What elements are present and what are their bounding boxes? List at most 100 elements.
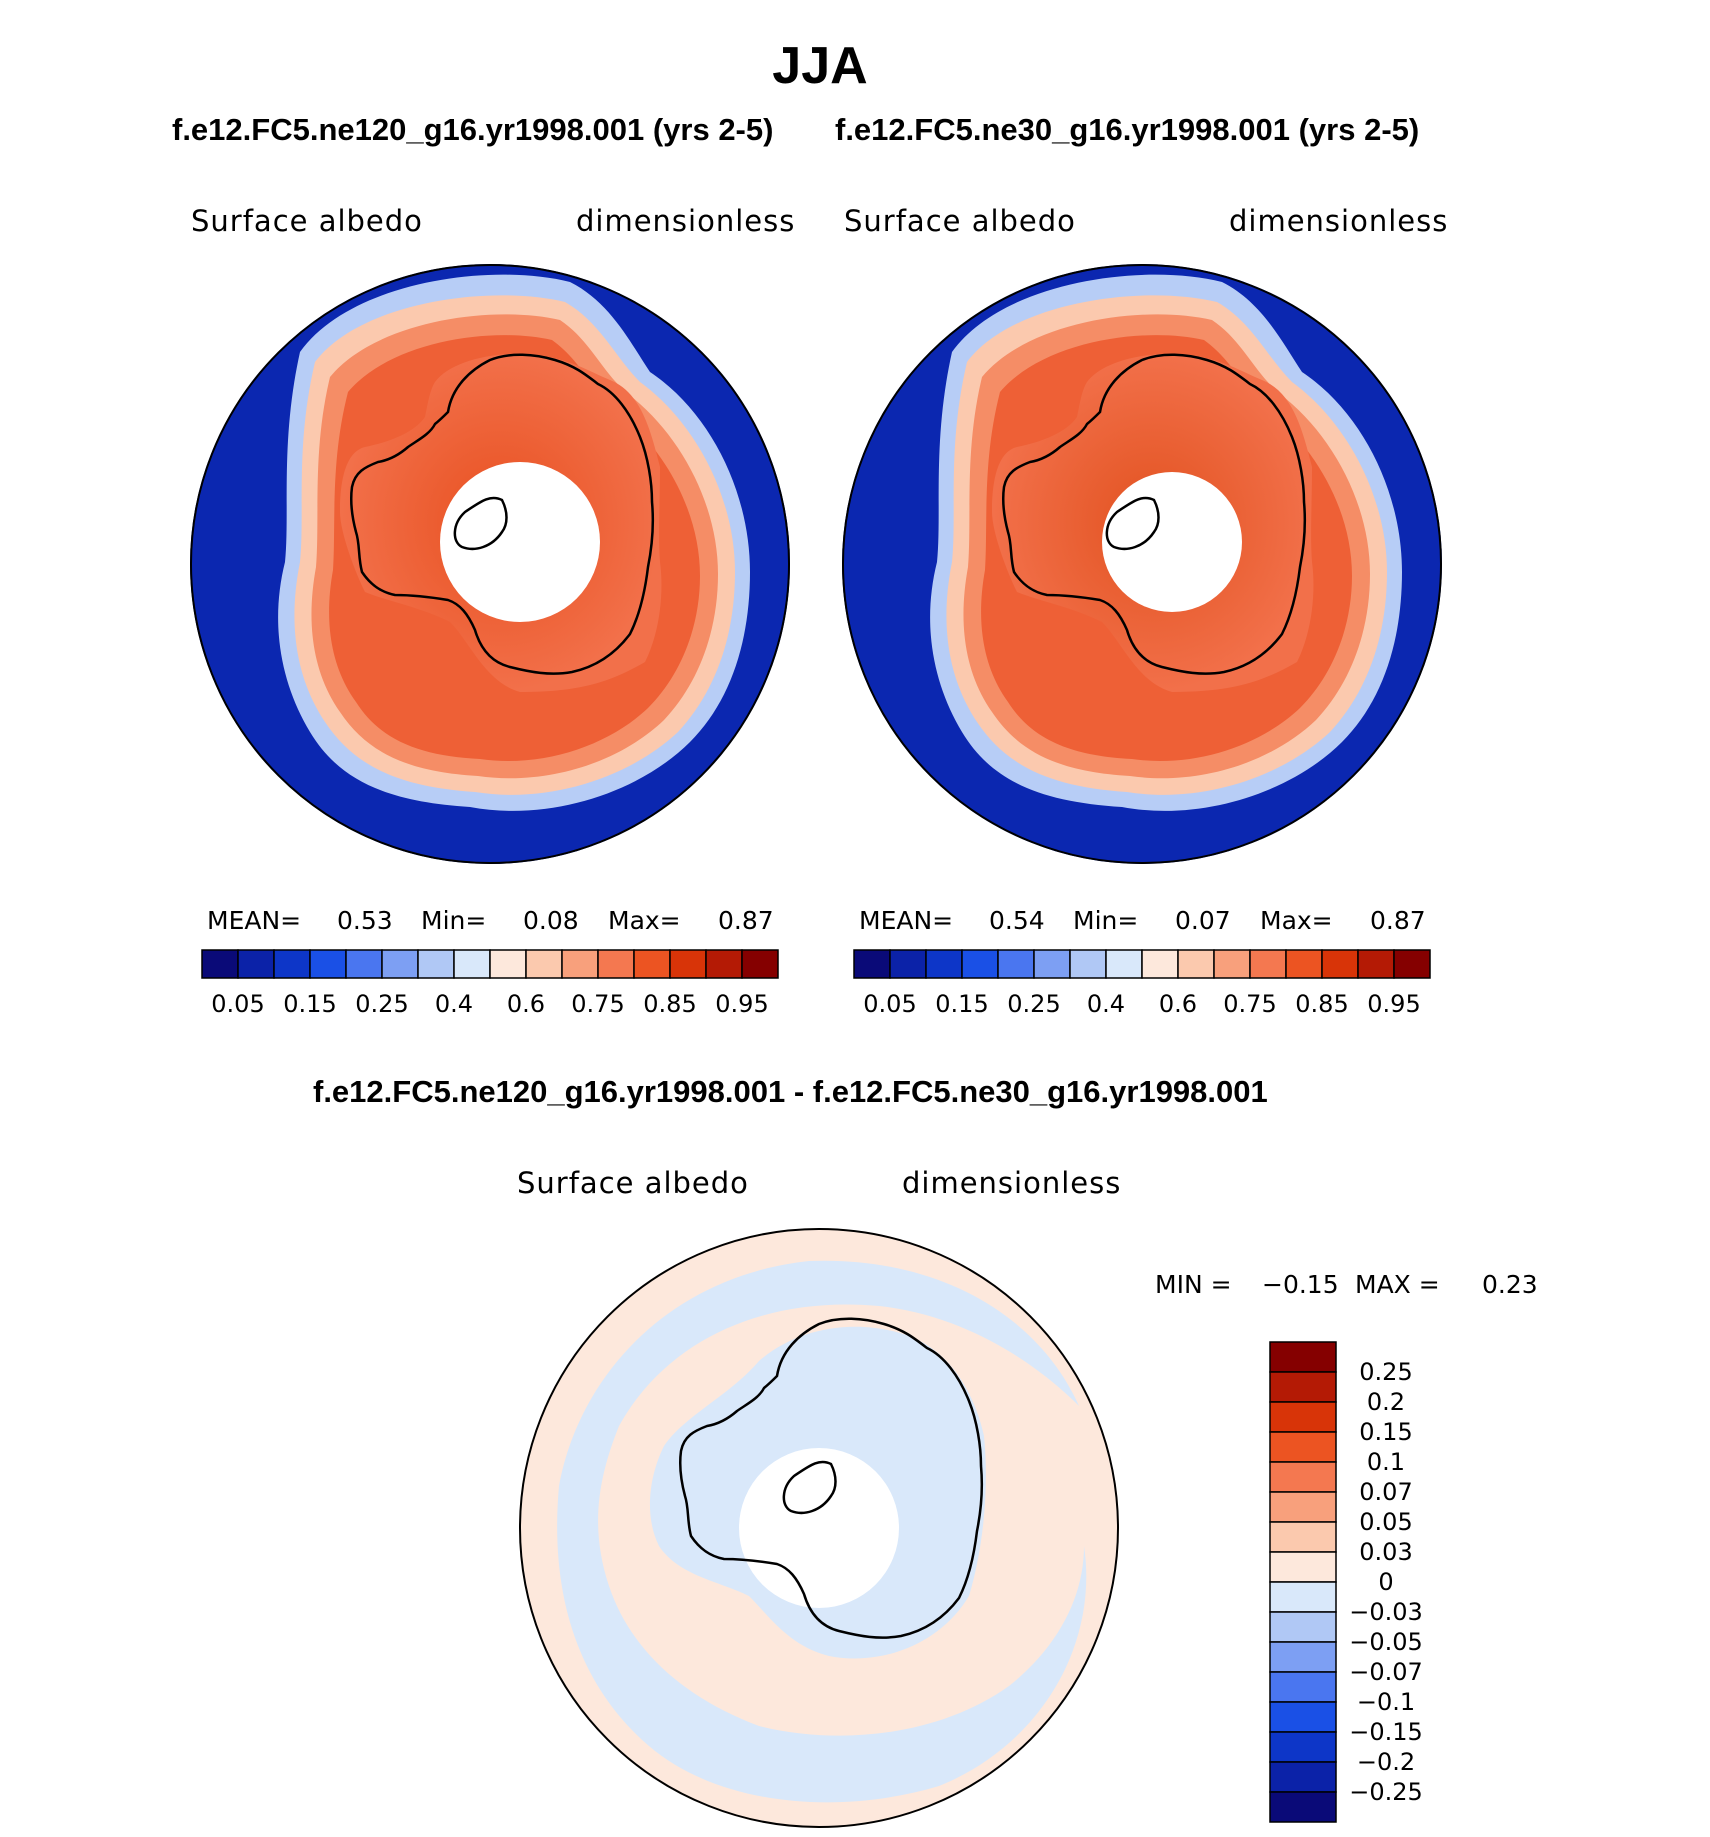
- colorbar-tick-label: 0.25: [355, 990, 408, 1018]
- panel2-map: [842, 264, 1442, 864]
- colorbar-tick-label: 0.6: [507, 990, 545, 1018]
- colorbar-swatch: [1269, 1551, 1337, 1583]
- colorbar-swatch: [237, 949, 275, 979]
- colorbar-swatch: [1269, 1371, 1337, 1403]
- colorbar-tick-label: 0.05: [211, 990, 264, 1018]
- colorbar-tick-label: 0.75: [571, 990, 624, 1018]
- colorbar-swatch: [1393, 949, 1431, 979]
- colorbar-swatch: [1269, 1491, 1337, 1523]
- colorbar-swatch: [669, 949, 707, 979]
- colorbar-tick-label: 0.05: [1359, 1508, 1412, 1536]
- colorbar-tick-label: 0.03: [1359, 1538, 1412, 1566]
- colorbar-tick-label: −0.05: [1349, 1628, 1423, 1656]
- panel2-min-value: 0.07: [1175, 906, 1231, 935]
- colorbar-swatch: [1269, 1431, 1337, 1463]
- panel3-variable-label: Surface albedo: [517, 1166, 749, 1200]
- panel2-colorbar: 0.05 0.15 0.25 0.4 0.6 0.75 0.85 0.95: [853, 949, 1431, 1018]
- panel3-map: [519, 1228, 1119, 1828]
- colorbar-swatch: [705, 949, 743, 979]
- antarctica-coastline: [1001, 353, 1307, 675]
- panel3-units-label: dimensionless: [902, 1166, 1122, 1200]
- colorbar-tick-label: 0.05: [863, 990, 916, 1018]
- colorbar-tick-label: 0.95: [1367, 990, 1420, 1018]
- panel1-mean-label: MEAN=: [207, 906, 302, 935]
- panel1-max-label: Max=: [608, 906, 681, 935]
- colorbar-tick-label: 0: [1378, 1568, 1393, 1596]
- panel2-min-label: Min=: [1073, 906, 1139, 935]
- colorbar-tick-label: −0.2: [1357, 1748, 1415, 1776]
- colorbar-swatch: [1357, 949, 1395, 979]
- panel1-colorbar: 0.05 0.15 0.25 0.4 0.6 0.75 0.85 0.95: [201, 949, 779, 1018]
- colorbar-tick-label: 0.15: [283, 990, 336, 1018]
- colorbar-swatch: [381, 949, 419, 979]
- colorbar-swatch: [1269, 1401, 1337, 1433]
- colorbar-swatch: [1105, 949, 1143, 979]
- colorbar-tick-label: 0.15: [1359, 1418, 1412, 1446]
- colorbar-swatch: [1269, 1671, 1337, 1703]
- colorbar-swatch: [1269, 1611, 1337, 1643]
- colorbar-swatch: [925, 949, 963, 979]
- colorbar-swatch: [997, 949, 1035, 979]
- colorbar-swatch: [741, 949, 779, 979]
- page-title: JJA: [772, 37, 868, 95]
- colorbar-swatch: [417, 949, 455, 979]
- panel1-units-label: dimensionless: [576, 204, 796, 238]
- colorbar-swatch: [453, 949, 491, 979]
- panel1-min-label: Min=: [421, 906, 487, 935]
- panel1-variable-label: Surface albedo: [191, 204, 423, 238]
- colorbar-swatch: [1033, 949, 1071, 979]
- case2-title: f.e12.FC5.ne30_g16.yr1998.001 (yrs 2-5): [835, 112, 1420, 147]
- colorbar-tick-label: −0.1: [1357, 1688, 1415, 1716]
- colorbar-swatch: [1321, 949, 1359, 979]
- panel2-max-label: Max=: [1260, 906, 1333, 935]
- colorbar-swatch: [1285, 949, 1323, 979]
- panel3-max-label: MAX =: [1355, 1270, 1440, 1299]
- antarctica-coastline: [349, 353, 655, 675]
- colorbar-swatch: [309, 949, 347, 979]
- colorbar-tick-label: 0.07: [1359, 1478, 1412, 1506]
- colorbar-swatch: [1269, 1641, 1337, 1673]
- colorbar-swatch: [889, 949, 927, 979]
- colorbar-swatch: [1249, 949, 1287, 979]
- colorbar-swatch: [961, 949, 999, 979]
- colorbar-swatch: [1177, 949, 1215, 979]
- colorbar-tick-label: 0.95: [715, 990, 768, 1018]
- colorbar-swatch: [345, 949, 383, 979]
- polar-hole: [440, 462, 600, 622]
- colorbar-swatch: [1269, 1761, 1337, 1793]
- colorbar-tick-label: 0.6: [1159, 990, 1197, 1018]
- colorbar-swatch: [853, 949, 891, 979]
- colorbar-swatch: [525, 949, 563, 979]
- polar-hole: [1102, 472, 1242, 612]
- diff-title: f.e12.FC5.ne120_g16.yr1998.001 - f.e12.F…: [313, 1074, 1268, 1109]
- panel1-max-value: 0.87: [718, 906, 774, 935]
- colorbar-tick-label: 0.25: [1359, 1358, 1412, 1386]
- colorbar-tick-label: −0.25: [1349, 1778, 1423, 1806]
- panel2-mean-value: 0.54: [989, 906, 1045, 935]
- colorbar-swatch: [1141, 949, 1179, 979]
- colorbar-swatch: [1269, 1731, 1337, 1763]
- case1-title: f.e12.FC5.ne120_g16.yr1998.001 (yrs 2-5): [172, 112, 774, 147]
- antarctica-coastline: [678, 1317, 984, 1639]
- panel2-variable-label: Surface albedo: [844, 204, 1076, 238]
- colorbar-tick-label: 0.4: [1087, 990, 1125, 1018]
- panel1-mean-value: 0.53: [337, 906, 393, 935]
- colorbar-tick-label: 0.4: [435, 990, 473, 1018]
- colorbar-tick-label: 0.75: [1223, 990, 1276, 1018]
- panel2-units-label: dimensionless: [1229, 204, 1449, 238]
- colorbar-tick-label: 0.15: [935, 990, 988, 1018]
- colorbar-swatch: [1069, 949, 1107, 979]
- panel1-min-value: 0.08: [523, 906, 579, 935]
- colorbar-tick-label: −0.03: [1349, 1598, 1423, 1626]
- colorbar-swatch: [1269, 1701, 1337, 1733]
- panel3-colorbar: 0.250.20.150.10.070.050.030−0.03−0.05−0.…: [1269, 1341, 1423, 1823]
- colorbar-tick-label: 0.85: [1295, 990, 1348, 1018]
- colorbar-swatch: [1269, 1521, 1337, 1553]
- panel3-max-value: 0.23: [1482, 1270, 1538, 1299]
- colorbar-tick-label: 0.2: [1367, 1388, 1405, 1416]
- colorbar-tick-label: 0.25: [1007, 990, 1060, 1018]
- colorbar-tick-label: −0.15: [1349, 1718, 1423, 1746]
- colorbar-swatch: [1213, 949, 1251, 979]
- polar-hole: [739, 1448, 899, 1608]
- panel3-min-value: −0.15: [1262, 1270, 1339, 1299]
